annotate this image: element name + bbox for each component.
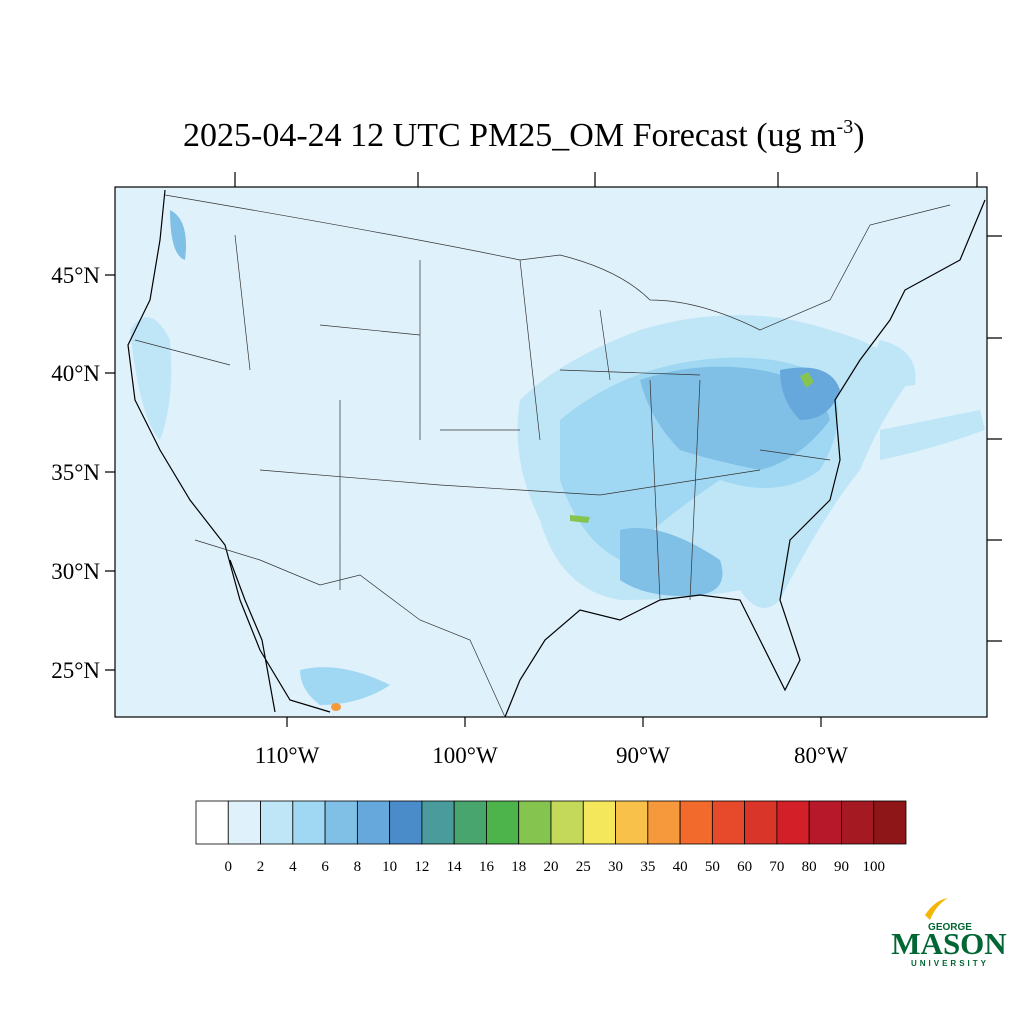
logo-name: MASON bbox=[891, 926, 1006, 961]
colorbar-box bbox=[582, 800, 616, 845]
colorbar-label: 40 bbox=[673, 859, 688, 875]
logo: GEORGE MASON UNIVERSITY bbox=[891, 898, 1007, 968]
colorbar-box bbox=[356, 800, 391, 845]
concentration-field bbox=[130, 210, 985, 711]
colorbar-box bbox=[776, 800, 810, 845]
colorbar: 0 2 4 6 8 10 12 14 16 18 20 25 30 35 40 50 60 70 80 90 100 bbox=[195, 800, 907, 875]
colorbar-box bbox=[260, 800, 294, 845]
colorbar-label: 10 bbox=[382, 859, 397, 875]
colorbar-label: 35 bbox=[640, 859, 655, 875]
lon-label: 110°W bbox=[255, 743, 320, 768]
map bbox=[105, 172, 1002, 727]
borders bbox=[134, 194, 951, 718]
colorbar-label: 8 bbox=[354, 859, 362, 875]
colorbar-label: 12 bbox=[414, 859, 429, 875]
colorbar-label: 2 bbox=[257, 859, 265, 875]
lon-label: 100°W bbox=[432, 743, 498, 768]
colorbar-box bbox=[550, 800, 584, 845]
colorbar-box bbox=[808, 800, 842, 845]
colorbar-box bbox=[292, 800, 326, 845]
colorbar-box bbox=[841, 800, 875, 845]
coastline bbox=[127, 189, 986, 718]
colorbar-box bbox=[227, 800, 261, 845]
colorbar-box bbox=[615, 800, 649, 845]
colorbar-box bbox=[195, 800, 229, 845]
title-main: 2025-04-24 12 UTC PM25_OM Forecast (ug m bbox=[183, 117, 837, 154]
lon-label: 90°W bbox=[616, 743, 670, 768]
colorbar-label: 20 bbox=[544, 859, 559, 875]
colorbar-label: 16 bbox=[479, 859, 495, 875]
colorbar-label: 90 bbox=[834, 859, 849, 875]
colorbar-label: 6 bbox=[321, 859, 329, 875]
colorbar-box bbox=[679, 800, 713, 845]
logo-top: GEORGE bbox=[928, 922, 972, 933]
colorbar-box bbox=[324, 800, 358, 845]
colorbar-label: 30 bbox=[608, 859, 623, 875]
logo-bottom: UNIVERSITY bbox=[911, 959, 989, 968]
colorbar-label: 0 bbox=[225, 859, 233, 875]
title-sup: -3 bbox=[837, 116, 854, 138]
colorbar-label: 60 bbox=[737, 859, 752, 875]
lat-label: 25°N bbox=[51, 658, 100, 683]
colorbar-label: 80 bbox=[802, 859, 817, 875]
lon-label: 80°W bbox=[794, 743, 848, 768]
colorbar-box bbox=[453, 800, 487, 845]
lat-label: 30°N bbox=[51, 559, 100, 584]
title-end: ) bbox=[853, 117, 864, 154]
colorbar-label: 50 bbox=[705, 859, 720, 875]
map-frame bbox=[114, 186, 988, 718]
logo-flame bbox=[925, 898, 948, 920]
colorbar-box bbox=[711, 800, 746, 845]
colorbar-box bbox=[744, 800, 778, 845]
frame-ticks bbox=[105, 172, 1002, 727]
lat-label: 40°N bbox=[51, 361, 100, 386]
colorbar-label: 100 bbox=[862, 859, 885, 875]
colorbar-label: 4 bbox=[289, 859, 297, 875]
title: 2025-04-24 12 UTC PM25_OM Forecast (ug m… bbox=[183, 116, 865, 154]
colorbar-box bbox=[518, 800, 552, 845]
lat-label: 35°N bbox=[51, 460, 100, 485]
colorbar-label: 18 bbox=[511, 859, 526, 875]
colorbar-box bbox=[486, 800, 520, 845]
colorbar-box bbox=[873, 800, 907, 845]
colorbar-label: 25 bbox=[576, 859, 591, 875]
lat-label: 45°N bbox=[51, 263, 100, 288]
colorbar-label: 14 bbox=[447, 859, 463, 875]
colorbar-box bbox=[389, 800, 423, 845]
colorbar-label: 70 bbox=[769, 859, 784, 875]
colorbar-box bbox=[647, 800, 681, 845]
colorbar-box bbox=[421, 800, 455, 845]
